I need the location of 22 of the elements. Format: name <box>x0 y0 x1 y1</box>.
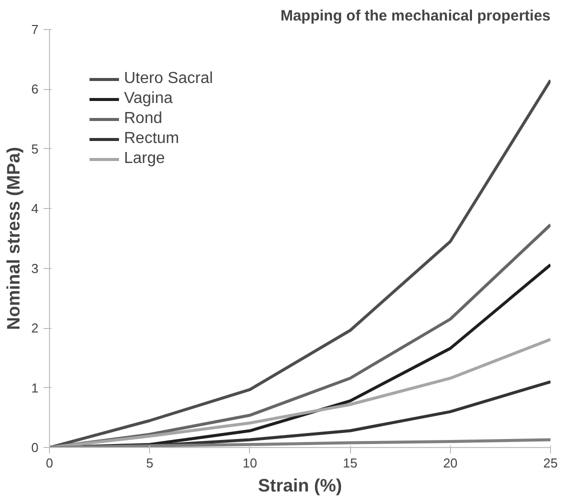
legend-label: Rectum <box>124 130 180 148</box>
y-tick-label: 6 <box>31 82 39 97</box>
y-tick-label: 4 <box>31 201 39 216</box>
x-tick-label: 15 <box>342 456 358 470</box>
y-tick-label: 0 <box>31 440 39 455</box>
y-tick-label: 2 <box>31 320 39 336</box>
y-tick-label: 3 <box>31 260 39 276</box>
legend-label: Utero Sacral <box>124 70 213 88</box>
legend-label: Rond <box>124 110 162 128</box>
y-tick-label: 7 <box>31 22 39 37</box>
legend-label: Vagina <box>124 90 173 108</box>
x-tick-label: 20 <box>443 456 458 470</box>
x-tick-label: 10 <box>242 456 258 470</box>
x-tick-label: 5 <box>146 456 154 470</box>
y-axis-title: Nominal stress (MPa) <box>3 146 24 330</box>
y-tick-label: 1 <box>31 380 39 396</box>
x-tick-label: 0 <box>46 456 54 470</box>
x-axis-title: Strain (%) <box>258 476 342 496</box>
y-tick-label: 5 <box>31 141 39 156</box>
legend-label: Large <box>124 150 165 168</box>
chart-title: Mapping of the mechanical properties <box>280 8 551 24</box>
x-tick-label: 25 <box>543 456 558 470</box>
